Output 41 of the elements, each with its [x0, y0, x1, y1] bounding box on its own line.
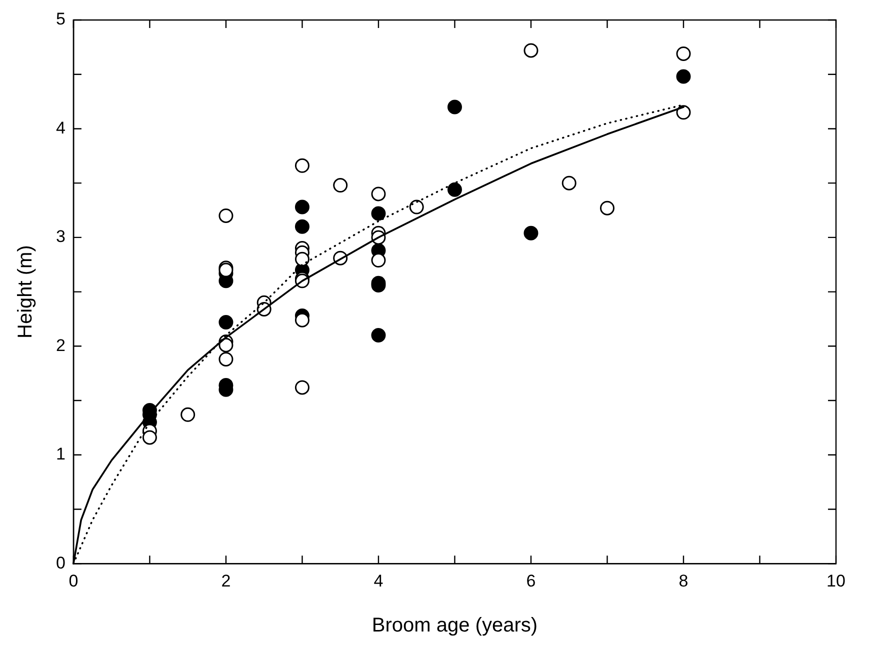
- point: [676, 46, 691, 61]
- y-tick-label: 0: [56, 553, 66, 572]
- point: [600, 200, 614, 216]
- x-axis-title: Broom age (years): [372, 614, 538, 637]
- point: [294, 252, 310, 266]
- x-tick-label: 4: [374, 571, 384, 590]
- point: [218, 208, 234, 223]
- point: [294, 219, 310, 234]
- point: [218, 338, 234, 352]
- point: [371, 206, 386, 221]
- y-axis-title: Height (m): [14, 245, 37, 338]
- point: [447, 182, 462, 197]
- point: [294, 158, 310, 173]
- x-tick-label: 0: [68, 571, 78, 590]
- point: [409, 200, 424, 214]
- point: [562, 176, 576, 190]
- point: [218, 352, 234, 366]
- y-tick-label: 2: [56, 336, 66, 355]
- point: [294, 380, 310, 395]
- point: [333, 178, 348, 193]
- y-tick-label: 4: [56, 118, 66, 138]
- x-tick-label: 6: [526, 571, 536, 590]
- point: [676, 105, 691, 120]
- point: [294, 200, 310, 214]
- point: [180, 407, 196, 422]
- x-tick-label: 2: [221, 571, 231, 590]
- point: [142, 430, 157, 445]
- point: [371, 186, 386, 202]
- x-tick-label: 8: [678, 571, 688, 590]
- point: [371, 253, 386, 268]
- y-tick-label: 3: [56, 227, 66, 246]
- x-tick-label: 10: [826, 571, 846, 590]
- point: [447, 100, 462, 114]
- point: [371, 328, 386, 343]
- y-tick-label: 5: [56, 10, 66, 29]
- point: [524, 226, 538, 240]
- point: [524, 43, 538, 58]
- point: [676, 69, 691, 84]
- point: [218, 314, 234, 330]
- y-tick-label: 1: [56, 444, 66, 464]
- point: [294, 312, 310, 328]
